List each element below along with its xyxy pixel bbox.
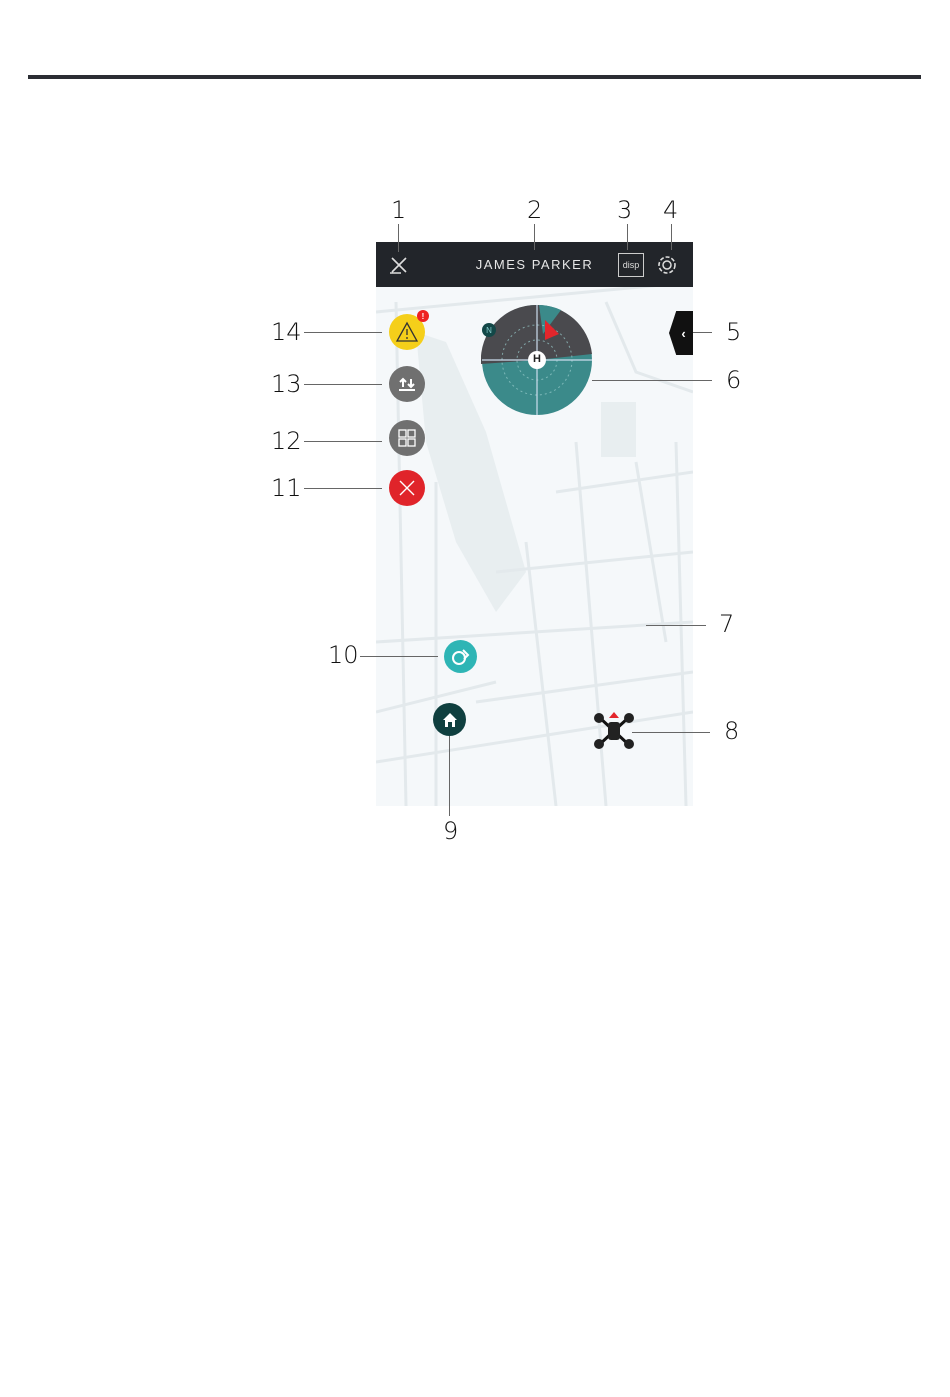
top-bar: JAMES PARKER disp <box>376 242 693 287</box>
callout-6: 6 <box>726 366 742 394</box>
callout-8: 8 <box>724 717 740 745</box>
app-screen: JAMES PARKER disp H N ‹ ! <box>376 242 693 806</box>
takeoff-landing-icon <box>399 377 415 391</box>
chevron-left-icon: ‹ <box>681 325 686 341</box>
callout-10: 10 <box>328 641 359 669</box>
map-switch-button[interactable] <box>444 640 477 673</box>
map-switch-icon <box>451 648 469 665</box>
takeoff-landing-button[interactable] <box>389 366 425 402</box>
drone-icon[interactable] <box>592 710 636 752</box>
home-button[interactable] <box>433 703 466 736</box>
callout-11: 11 <box>271 474 302 502</box>
callout-7: 7 <box>719 610 735 638</box>
grid-button[interactable] <box>389 420 425 456</box>
callout-4: 4 <box>663 196 679 224</box>
home-icon <box>442 712 457 727</box>
top-rule <box>28 75 921 79</box>
close-button[interactable] <box>389 470 425 506</box>
satellite-icon[interactable] <box>387 253 411 277</box>
callout-14: 14 <box>271 318 302 346</box>
home-point-label: H <box>533 353 541 365</box>
display-icon-label: disp <box>622 260 640 270</box>
callout-13: 13 <box>271 370 302 398</box>
warning-button[interactable]: ! <box>389 310 429 350</box>
grid-icon <box>398 429 416 447</box>
callout-5: 5 <box>726 318 742 346</box>
display-button[interactable]: disp <box>618 253 644 277</box>
callout-12: 12 <box>271 427 302 455</box>
pilot-name: JAMES PARKER <box>475 257 594 272</box>
settings-gear-icon[interactable] <box>655 253 679 277</box>
callout-1: 1 <box>391 196 407 224</box>
callout-2: 2 <box>527 196 543 224</box>
callout-9: 9 <box>443 817 459 845</box>
north-indicator: N <box>482 323 496 337</box>
warning-icon <box>395 321 419 342</box>
radar-view[interactable] <box>481 304 593 416</box>
close-icon <box>399 480 415 496</box>
callout-3: 3 <box>617 196 633 224</box>
warning-badge: ! <box>417 310 429 322</box>
drone-heading-icon <box>545 320 559 340</box>
